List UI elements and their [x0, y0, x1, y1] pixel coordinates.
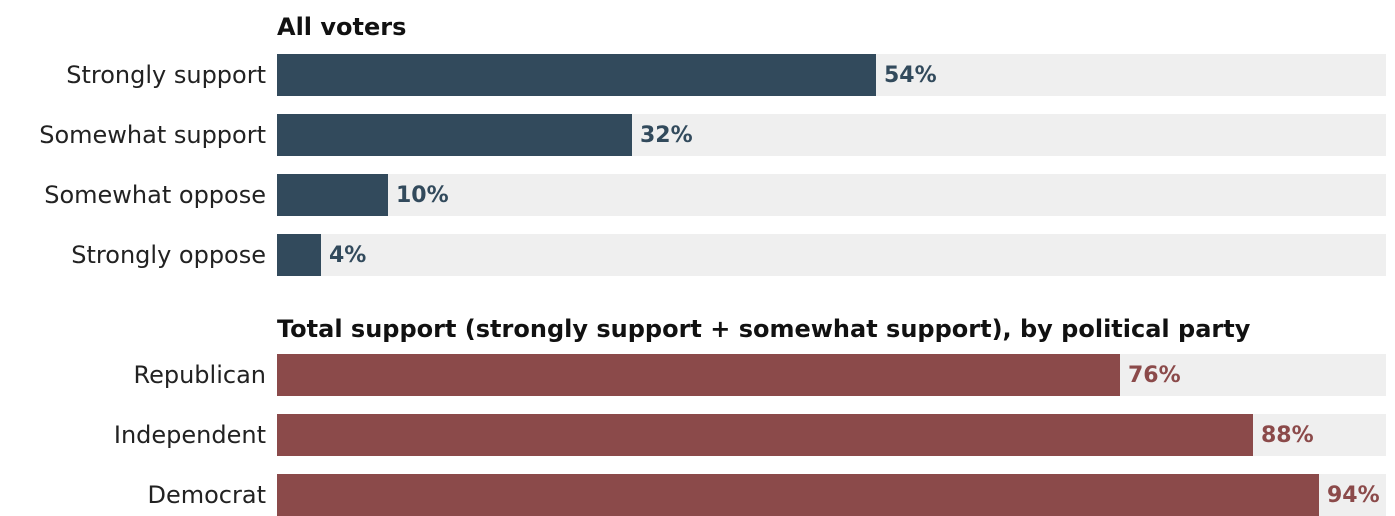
value-label: 76%: [1128, 363, 1181, 388]
category-label: Republican: [133, 361, 267, 389]
value-label: 88%: [1261, 423, 1314, 448]
bar: [277, 474, 1319, 516]
category-label: Strongly support: [66, 61, 266, 89]
value-label: 54%: [884, 63, 937, 88]
bar-track: [277, 174, 1386, 216]
chart-1-title: All voters: [277, 13, 407, 41]
bar: [277, 174, 388, 216]
bar: [277, 114, 632, 156]
value-label: 4%: [329, 243, 367, 268]
category-label: Strongly oppose: [71, 241, 266, 269]
category-label: Democrat: [147, 481, 267, 509]
chart-2-title: Total support (strongly support + somewh…: [277, 315, 1251, 343]
bar: [277, 54, 876, 96]
bar: [277, 354, 1120, 396]
bar: [277, 234, 321, 276]
category-label: Somewhat support: [39, 121, 266, 149]
value-label: 10%: [396, 183, 449, 208]
value-label: 32%: [640, 123, 693, 148]
bar-track: [277, 234, 1386, 276]
bar: [277, 414, 1253, 456]
category-label: Independent: [113, 421, 266, 449]
category-label: Somewhat oppose: [44, 181, 266, 209]
value-label: 94%: [1327, 483, 1380, 508]
